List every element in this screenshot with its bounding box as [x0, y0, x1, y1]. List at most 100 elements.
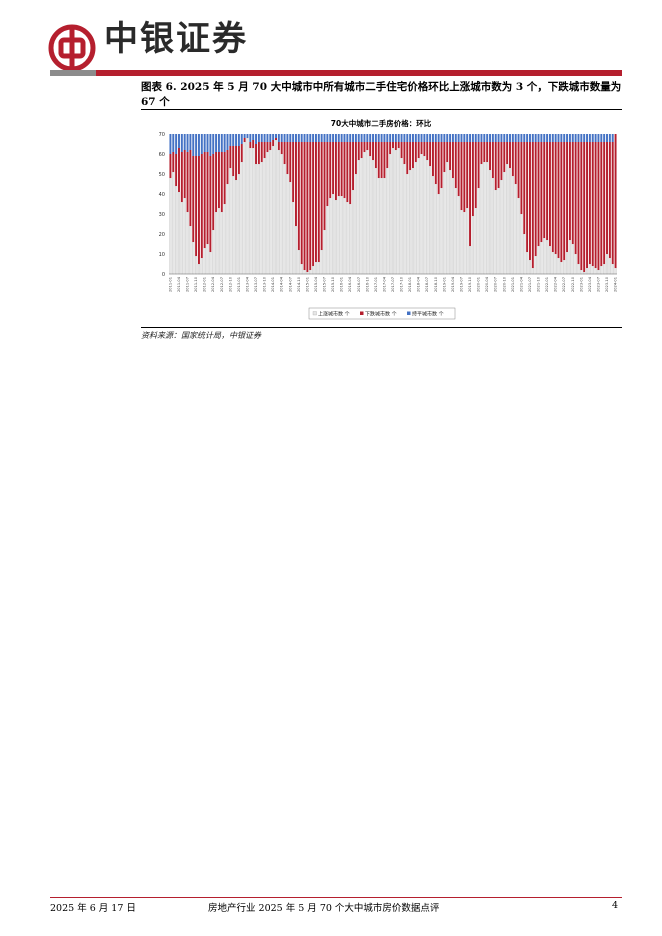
bar-segment: [272, 140, 275, 146]
bar-segment: [443, 171, 446, 275]
x-tick-label: 2012-01: [203, 277, 207, 292]
bar-segment: [403, 142, 406, 164]
bar-segment: [557, 257, 560, 275]
bank-of-china-logo-icon: [48, 24, 96, 72]
bar-segment: [511, 142, 514, 176]
bar-segment: [451, 177, 455, 275]
x-tick-label: 2016-10: [365, 276, 369, 292]
bar-segment: [226, 150, 229, 184]
bar-segment: [548, 245, 552, 275]
bar-segment: [466, 134, 469, 142]
bar-segment: [528, 259, 532, 275]
legend-box: [308, 307, 456, 320]
bar-segment: [323, 134, 326, 142]
bar-segment: [223, 152, 226, 204]
y-tick-label: 50: [159, 172, 165, 178]
bar-segment: [186, 152, 189, 212]
bar-segment: [494, 189, 497, 275]
bar-segment: [514, 183, 517, 275]
bar-segment: [189, 134, 192, 150]
header-divider-gray: [50, 70, 96, 76]
bar-segment: [431, 134, 434, 142]
bar-segment: [417, 134, 420, 142]
bar-segment: [306, 134, 309, 142]
bar-segment: [545, 239, 549, 275]
bar-segment: [329, 142, 332, 198]
bar-segment: [434, 142, 437, 184]
bar-segment: [317, 134, 320, 142]
bar-segment: [606, 134, 608, 142]
bar-segment: [588, 134, 591, 142]
bar-segment: [237, 134, 240, 146]
bar-segment: [460, 142, 463, 210]
bar-segment: [514, 134, 517, 142]
bar-segment: [486, 142, 489, 162]
x-tick-label: 2021-07: [528, 277, 532, 292]
bar-segment: [203, 152, 206, 248]
y-tick-label: 40: [159, 192, 165, 198]
bar-segment: [294, 225, 298, 275]
bar-segment: [568, 239, 572, 275]
bar-segment: [354, 134, 357, 142]
bar-segment: [275, 134, 277, 138]
bar-segment: [614, 267, 617, 275]
bar-segment: [412, 134, 414, 142]
bar-segment: [403, 163, 406, 275]
x-tick-label: 2013-07: [254, 277, 258, 292]
bar-segment: [303, 269, 306, 275]
bar-segment: [295, 142, 297, 226]
y-tick-label: 20: [159, 232, 165, 238]
bar-segment: [534, 255, 537, 275]
bar-segment: [232, 175, 235, 275]
bar-segment: [366, 134, 369, 142]
bar-segment: [175, 185, 178, 275]
brand-name: 中银证券: [104, 19, 248, 59]
bar-segment: [548, 142, 551, 246]
bar-segment: [600, 134, 603, 142]
bar-segment: [320, 249, 323, 275]
bar-segment: [169, 134, 172, 154]
chart: 70大中城市二手房价格：环比 0 10 20 30 40 50 60 70 2011-01 20…: [141, 112, 622, 327]
bar-segment: [229, 146, 232, 168]
bar-segment: [363, 142, 366, 152]
bar-segment: [366, 142, 369, 150]
bar-segment: [529, 134, 531, 142]
bar-segment: [471, 142, 474, 216]
bar-segment: [551, 251, 554, 275]
bar-segment: [371, 159, 375, 275]
legend-swatch: [360, 311, 364, 315]
bar-segment: [543, 237, 546, 275]
x-tick-label: 2019-07: [459, 277, 463, 292]
bar-segment: [431, 175, 435, 275]
bar-segment: [263, 142, 266, 158]
bar-segment: [320, 142, 323, 250]
bar-segment: [503, 142, 506, 172]
y-axis: 0 10 20 30 40 50 60 70: [159, 132, 165, 278]
bar-segment: [568, 142, 571, 240]
bar-segment: [474, 142, 477, 208]
bar-segment: [534, 134, 537, 142]
bar-segment: [446, 161, 449, 275]
bar-segment: [611, 142, 614, 264]
bar-segment: [269, 149, 272, 275]
bar-segment: [540, 134, 543, 142]
bar-segment: [531, 142, 534, 268]
bar-segment: [454, 134, 457, 142]
bar-segment: [212, 229, 215, 275]
bar-segment: [209, 251, 212, 275]
bar-segment: [480, 142, 483, 164]
bar-segment: [580, 134, 583, 142]
bar-segment: [551, 134, 554, 142]
bar-segment: [468, 245, 472, 275]
bar-segment: [457, 142, 460, 196]
x-tick-label: 2024-01: [614, 277, 618, 292]
bar-segment: [426, 159, 429, 275]
bar-segment: [223, 134, 226, 152]
bar-segment: [374, 167, 378, 275]
bar-segment: [326, 134, 329, 142]
legend-swatch: [312, 311, 317, 316]
bar-segment: [303, 134, 306, 142]
bar-segment: [309, 134, 312, 142]
bar-segment: [337, 195, 340, 275]
bar-segment: [383, 177, 386, 275]
